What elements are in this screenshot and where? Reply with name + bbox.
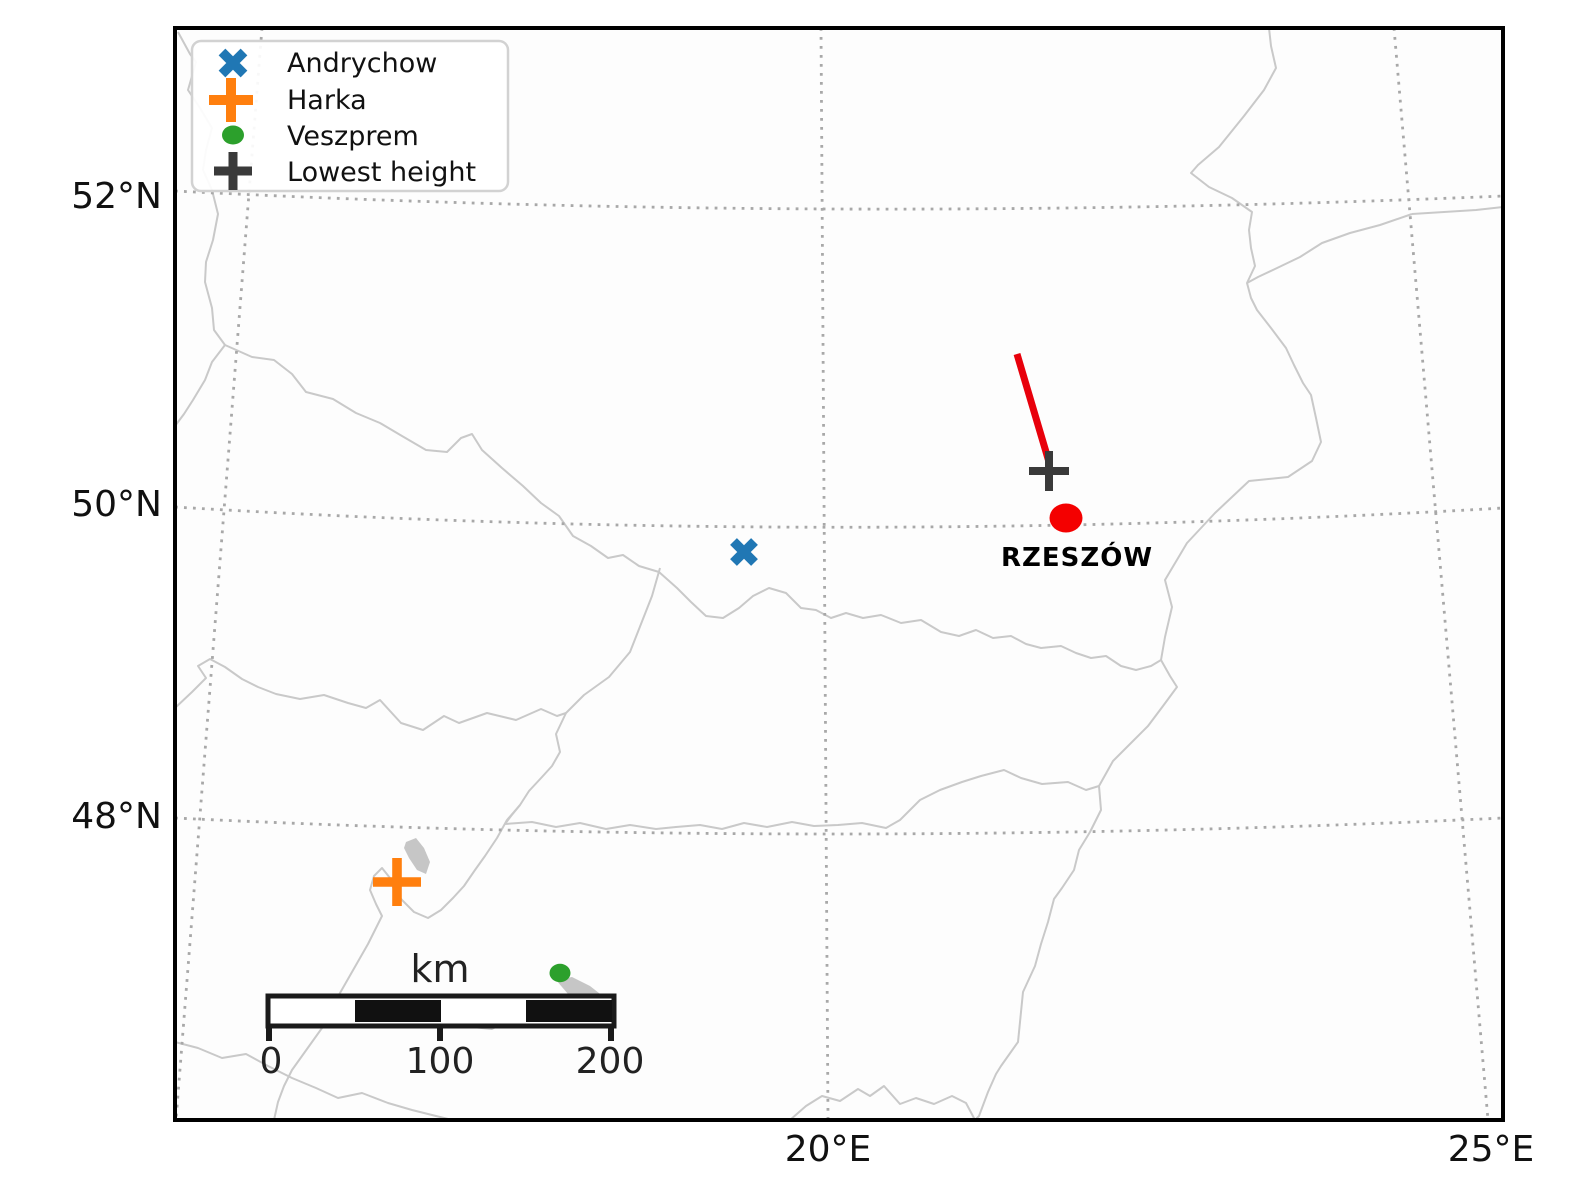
legend-marker-dot-icon — [222, 125, 244, 145]
scalebar-segment-dark-1 — [355, 1000, 441, 1022]
marker-andrychow — [730, 538, 758, 566]
gridline-48n — [174, 816, 1504, 836]
border-germany-czechia — [174, 344, 226, 427]
marker-rzeszow — [1049, 503, 1083, 533]
markers-layer — [373, 451, 1083, 983]
legend: Andrychow Harka Veszprem Lowest height — [190, 39, 510, 193]
lat-tick-50n: 50°N — [71, 484, 162, 525]
scalebar-unit-label: km — [410, 947, 469, 991]
marker-lowest-height — [1029, 451, 1069, 491]
scalebar-tick-200 — [608, 1026, 614, 1041]
scalebar-label-100: 100 — [406, 1041, 475, 1082]
map-background — [175, 28, 1503, 1120]
legend-label-harka: Harka — [287, 85, 367, 116]
graticule-layer — [174, 27, 1504, 1121]
gridline-15e — [174, 27, 264, 1121]
trajectory-line — [1013, 353, 1053, 463]
border-poland-east — [1160, 27, 1322, 661]
legend-marker-cross-icon — [214, 152, 252, 190]
border-austria-hungary — [273, 804, 521, 1121]
legend-marker-x-icon — [218, 48, 248, 78]
annotation-rzeszow: RZESZÓW — [1001, 541, 1153, 573]
lon-tick-20e: 20°E — [785, 1129, 872, 1170]
lon-tick-25e: 25°E — [1448, 1129, 1535, 1170]
lat-tick-52n: 52°N — [71, 176, 162, 217]
scalebar-segment-dark-2 — [526, 1000, 612, 1022]
lat-tick-48n: 48°N — [71, 796, 162, 837]
scalebar-tick-100 — [437, 1026, 443, 1041]
map-frame — [173, 26, 1505, 1122]
border-belarus-ukraine — [1246, 213, 1413, 284]
gridline-20e — [819, 27, 830, 1121]
lake-neusiedl — [404, 838, 430, 874]
border-austria-czechia — [174, 658, 567, 731]
legend-label-veszprem: Veszprem — [287, 121, 419, 152]
border-ukraine-hungary-romania — [974, 659, 1178, 1121]
border-czechia-slovakia — [504, 567, 661, 825]
legend-marker-plus-icon — [209, 78, 253, 122]
legend-label-lowest-height: Lowest height — [287, 157, 476, 188]
border-poland-belarus — [1411, 206, 1504, 215]
scalebar-label-0: 0 — [260, 1041, 283, 1082]
border-hungary-croatia — [789, 1085, 976, 1121]
scalebar: km 0 100 200 — [260, 947, 645, 1082]
axis-labels: 52°N 50°N 48°N 20°E 25°E — [71, 176, 1534, 1170]
border-czechia-poland-slovakia — [224, 344, 1162, 671]
legend-box — [190, 39, 510, 193]
legend-label-andrychow: Andrychow — [287, 48, 437, 79]
marker-harka — [373, 858, 421, 906]
scalebar-label-200: 200 — [576, 1041, 645, 1082]
marker-veszprem — [549, 963, 571, 983]
scalebar-tick-0 — [266, 1026, 272, 1041]
country-borders-layer — [174, 27, 1504, 1121]
border-slovakia-hungary — [504, 769, 1100, 830]
border-austria-slovenia — [174, 1041, 453, 1121]
gridline-25e — [1392, 27, 1490, 1121]
